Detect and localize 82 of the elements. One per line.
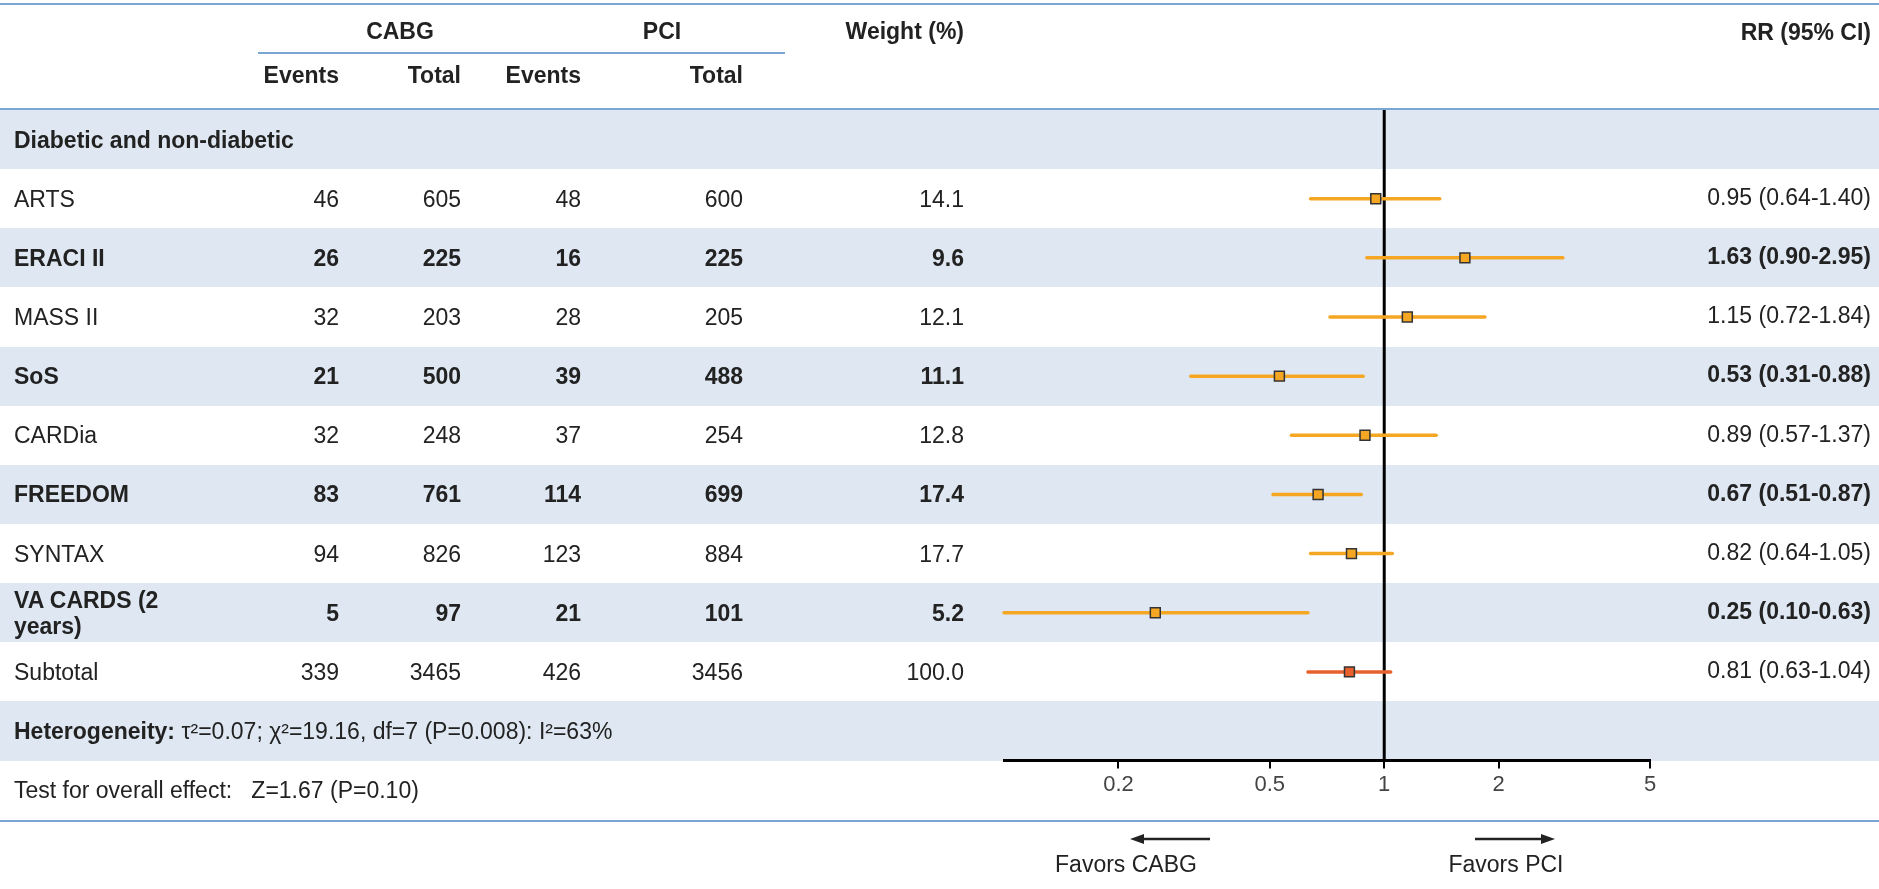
data-label: 28 — [555, 303, 581, 331]
text: Heterogeneity: — [14, 718, 177, 745]
data-label: 5.2 — [932, 599, 964, 627]
data-label: 0.82 (0.64-1.05) — [1707, 538, 1871, 565]
data-label: 101 — [704, 599, 743, 627]
text: Total — [407, 62, 461, 89]
data-label: 9.6 — [932, 244, 964, 272]
data-label: 26 — [313, 244, 339, 272]
data-label: 0.95 (0.64-1.40) — [1707, 184, 1871, 211]
category-label: MASS II — [14, 304, 100, 330]
data-label: 248 — [422, 421, 461, 449]
data-label: 21 — [555, 599, 581, 627]
x-tick-label: 5 — [1643, 770, 1657, 796]
data-label: 0.81 (0.63-1.04) — [1707, 657, 1871, 684]
text: Total — [689, 62, 743, 89]
data-label: 426 — [542, 658, 581, 686]
data-label: 203 — [422, 303, 461, 331]
data-label: 12.1 — [919, 303, 964, 331]
data-label: 32 — [313, 421, 339, 449]
data-label: 83 — [313, 480, 339, 508]
data-label: 0.25 (0.10-0.63) — [1707, 598, 1871, 625]
data-label: 3456 — [691, 658, 743, 686]
data-label: 0.53 (0.31-0.88) — [1707, 361, 1871, 388]
data-label: 826 — [422, 540, 461, 568]
data-label: 500 — [422, 362, 461, 390]
data-label: 600 — [704, 185, 743, 213]
data-label: 39 — [555, 362, 581, 390]
data-label: 94 — [313, 540, 339, 568]
category-label: FREEDOM — [14, 481, 130, 508]
data-label: 0.67 (0.51-0.87) — [1707, 479, 1871, 506]
data-label: 14.1 — [919, 185, 964, 213]
data-label: 17.7 — [919, 540, 964, 568]
data-label: 37 — [555, 421, 581, 449]
x-tick-label: 0.5 — [1254, 770, 1286, 796]
text: Favors PCI — [1448, 851, 1564, 878]
data-label: 488 — [704, 362, 743, 390]
data-label: 225 — [422, 244, 461, 272]
data-label: 5 — [326, 599, 339, 627]
data-label: 123 — [542, 540, 581, 568]
category-label: ARTS — [14, 185, 76, 212]
text: Favors CABG — [1055, 851, 1197, 878]
data-label: 16 — [555, 244, 581, 272]
data-label: 97 — [435, 599, 461, 627]
data-label: 1.15 (0.72-1.84) — [1707, 302, 1871, 329]
data-label: 21 — [313, 362, 339, 390]
data-label: 0.89 (0.57-1.37) — [1707, 420, 1871, 447]
data-label: 17.4 — [919, 480, 964, 508]
data-label: 205 — [704, 303, 743, 331]
data-label: 605 — [422, 185, 461, 213]
text: PCI — [642, 18, 682, 45]
category-label: CARDia — [14, 422, 99, 449]
text: Test for overall effect: Z=1.67 (P=0.10) — [14, 776, 419, 804]
data-label: 3465 — [409, 658, 461, 686]
text: Diabetic and non-diabetic — [14, 126, 294, 154]
data-label: 114 — [543, 480, 581, 508]
data-label: 32 — [313, 303, 339, 331]
data-label: 339 — [300, 658, 339, 686]
x-tick-label: 1 — [1378, 770, 1391, 796]
x-tick-label: 2 — [1492, 770, 1505, 796]
data-label: 699 — [704, 480, 743, 508]
x-tick-label: 0.2 — [1103, 770, 1134, 796]
text: Weight (%) — [845, 18, 964, 45]
data-label: 46 — [313, 185, 339, 213]
data-label: 884 — [704, 540, 743, 568]
data-label: 761 — [422, 480, 461, 508]
data-label: 12.8 — [919, 421, 964, 449]
data-label: 225 — [704, 244, 743, 272]
text: Events — [505, 62, 581, 89]
text: RR (95% CI) — [1740, 19, 1871, 46]
category-label: SoS — [14, 363, 60, 390]
category-label: ERACI II — [14, 244, 106, 271]
category-label: SYNTAX — [14, 540, 106, 567]
data-label: 100.0 — [906, 658, 964, 686]
text: CABG — [366, 18, 434, 45]
category-label: VA CARDS (2 years) — [14, 586, 160, 639]
data-label: 1.63 (0.90-2.95) — [1707, 243, 1871, 270]
text: τ²=0.07; χ²=19.16, df=7 (P=0.008): I²=63% — [181, 718, 613, 745]
data-label: 48 — [555, 185, 581, 213]
category-label: Subtotal — [14, 658, 100, 685]
data-label: 254 — [704, 421, 743, 449]
text: Events — [263, 62, 339, 89]
data-label: 11.1 — [920, 362, 964, 390]
